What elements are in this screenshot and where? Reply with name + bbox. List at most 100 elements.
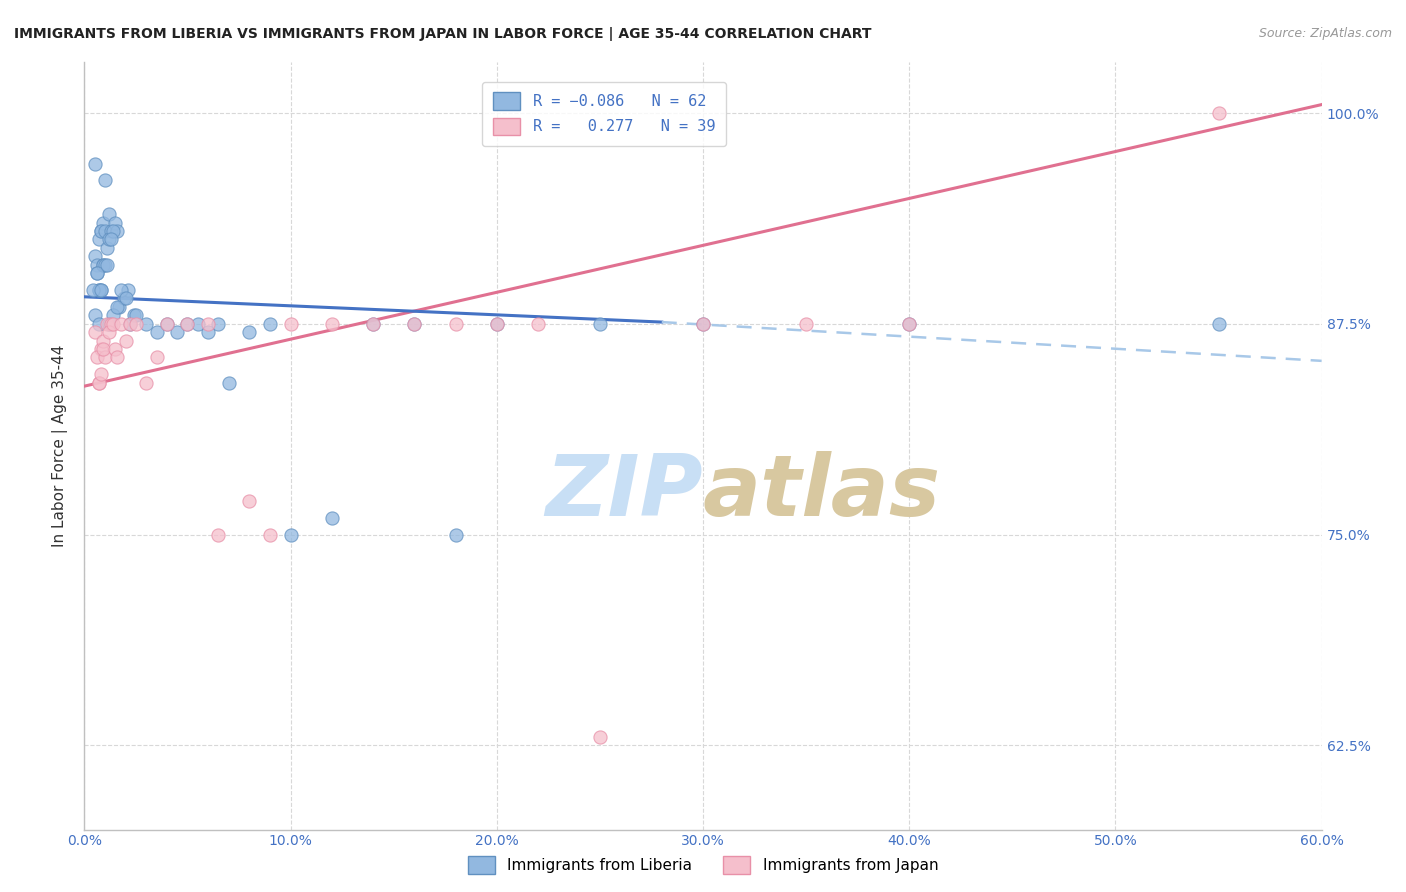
Point bbox=[94, 258, 117, 272]
Point bbox=[83, 325, 105, 339]
Point bbox=[103, 224, 125, 238]
Point bbox=[122, 309, 145, 323]
Point bbox=[90, 368, 112, 382]
Point bbox=[1208, 317, 1230, 331]
Point bbox=[98, 207, 121, 221]
Point bbox=[90, 224, 112, 238]
Point bbox=[361, 317, 384, 331]
Point bbox=[104, 342, 127, 356]
Point bbox=[86, 258, 108, 272]
Point bbox=[94, 173, 117, 187]
Point bbox=[105, 224, 128, 238]
Point bbox=[118, 317, 141, 331]
Point bbox=[91, 258, 114, 272]
Point bbox=[105, 351, 128, 365]
Point bbox=[98, 232, 121, 246]
Point bbox=[90, 283, 112, 297]
Point bbox=[485, 317, 508, 331]
Point bbox=[898, 317, 921, 331]
Point bbox=[280, 317, 302, 331]
Point bbox=[82, 283, 104, 297]
Point bbox=[166, 325, 188, 339]
Point bbox=[103, 317, 125, 331]
Point bbox=[361, 317, 384, 331]
Point bbox=[86, 351, 108, 365]
Point bbox=[114, 292, 136, 306]
Point bbox=[90, 342, 112, 356]
Text: IMMIGRANTS FROM LIBERIA VS IMMIGRANTS FROM JAPAN IN LABOR FORCE | AGE 35-44 CORR: IMMIGRANTS FROM LIBERIA VS IMMIGRANTS FR… bbox=[14, 27, 872, 41]
Point bbox=[90, 283, 112, 297]
Point bbox=[238, 493, 260, 508]
Point bbox=[589, 317, 612, 331]
Point bbox=[485, 317, 508, 331]
Point bbox=[156, 317, 179, 331]
Point bbox=[692, 317, 714, 331]
Point bbox=[692, 317, 714, 331]
Y-axis label: In Labor Force | Age 35-44: In Labor Force | Age 35-44 bbox=[52, 345, 69, 547]
Point bbox=[94, 224, 117, 238]
Point bbox=[108, 300, 131, 314]
Point bbox=[87, 376, 110, 390]
Point bbox=[444, 527, 467, 541]
Point bbox=[135, 376, 157, 390]
Point bbox=[96, 317, 118, 331]
Point bbox=[238, 325, 260, 339]
Point bbox=[176, 317, 198, 331]
Point bbox=[83, 249, 105, 263]
Point bbox=[87, 283, 110, 297]
Point bbox=[91, 258, 114, 272]
Point bbox=[112, 292, 135, 306]
Point bbox=[86, 266, 108, 280]
Point bbox=[176, 317, 198, 331]
Point bbox=[280, 527, 302, 541]
Point bbox=[96, 241, 118, 255]
Point bbox=[87, 232, 110, 246]
Point bbox=[105, 300, 128, 314]
Point bbox=[207, 317, 229, 331]
Point bbox=[114, 334, 136, 348]
Point bbox=[91, 216, 114, 230]
Point bbox=[100, 224, 122, 238]
Point bbox=[125, 317, 148, 331]
Point bbox=[156, 317, 179, 331]
Point bbox=[794, 317, 817, 331]
Point bbox=[117, 283, 139, 297]
Point bbox=[145, 325, 167, 339]
Point bbox=[90, 224, 112, 238]
Point bbox=[91, 342, 114, 356]
Point bbox=[259, 527, 281, 541]
Point bbox=[259, 317, 281, 331]
Point bbox=[218, 376, 240, 390]
Point bbox=[404, 317, 426, 331]
Point bbox=[187, 317, 209, 331]
Point bbox=[404, 317, 426, 331]
Point bbox=[898, 317, 921, 331]
Point bbox=[98, 325, 121, 339]
Point bbox=[589, 730, 612, 744]
Point bbox=[83, 309, 105, 323]
Point bbox=[118, 317, 141, 331]
Point bbox=[321, 510, 343, 524]
Point bbox=[87, 283, 110, 297]
Point bbox=[125, 309, 148, 323]
Legend: Immigrants from Liberia, Immigrants from Japan: Immigrants from Liberia, Immigrants from… bbox=[461, 850, 945, 880]
Point bbox=[100, 232, 122, 246]
Point bbox=[1208, 106, 1230, 120]
Point bbox=[83, 156, 105, 170]
Point bbox=[96, 258, 118, 272]
Point bbox=[527, 317, 550, 331]
Point bbox=[91, 334, 114, 348]
Point bbox=[110, 317, 132, 331]
Point bbox=[94, 351, 117, 365]
Point bbox=[100, 317, 122, 331]
Point bbox=[321, 317, 343, 331]
Point bbox=[197, 325, 219, 339]
Point bbox=[145, 351, 167, 365]
Point bbox=[86, 266, 108, 280]
Point bbox=[444, 317, 467, 331]
Point bbox=[197, 317, 219, 331]
Point bbox=[87, 376, 110, 390]
Text: Source: ZipAtlas.com: Source: ZipAtlas.com bbox=[1258, 27, 1392, 40]
Point bbox=[98, 317, 121, 331]
Point bbox=[87, 317, 110, 331]
